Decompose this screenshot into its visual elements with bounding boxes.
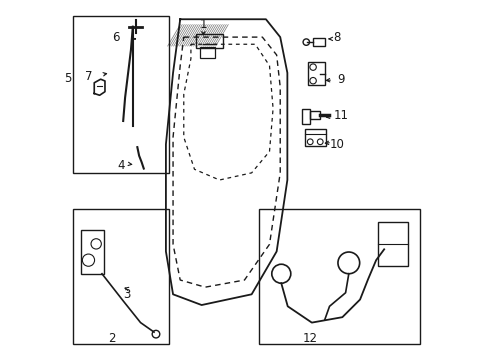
Text: 9: 9 (337, 73, 344, 86)
Text: 3: 3 (122, 288, 130, 301)
Text: 6: 6 (112, 31, 120, 44)
Text: 2: 2 (108, 333, 116, 346)
Text: 10: 10 (329, 138, 344, 151)
Bar (302, 109, 309, 123)
Bar (196, 34, 223, 48)
Text: 5: 5 (64, 72, 71, 85)
Text: 1: 1 (199, 18, 207, 31)
Bar (307, 62, 325, 85)
Text: 12: 12 (303, 333, 317, 346)
Bar (200, 47, 214, 58)
Bar (377, 222, 407, 266)
Text: 11: 11 (333, 109, 348, 122)
Bar (312, 38, 325, 46)
Text: 4: 4 (117, 159, 125, 172)
Text: 8: 8 (333, 31, 340, 44)
Bar (309, 111, 320, 119)
Bar (81, 230, 103, 274)
Bar (305, 129, 325, 147)
Text: 7: 7 (85, 70, 93, 83)
